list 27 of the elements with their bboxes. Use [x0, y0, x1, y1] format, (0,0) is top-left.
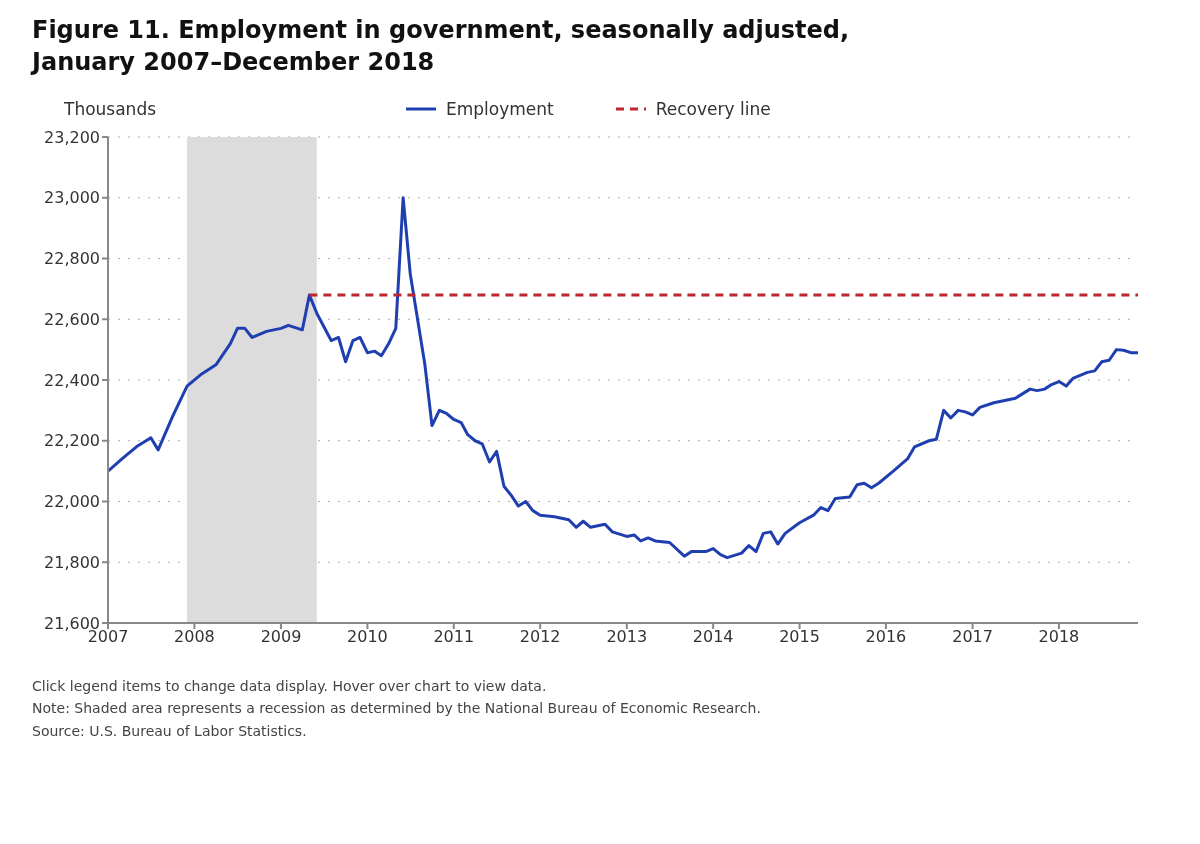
x-tick-label: 2009 [260, 627, 302, 647]
y-tick-label: 22,000 [44, 491, 100, 511]
x-tick-label: 2008 [174, 627, 215, 647]
y-tick-label: 22,600 [44, 309, 100, 329]
y-tick-label: 22,200 [44, 431, 100, 451]
y-tick-label: 23,200 [44, 127, 100, 147]
x-tick-label: 2013 [606, 627, 648, 647]
x-tick-label: 2012 [519, 627, 561, 647]
x-tick-label: 2010 [347, 627, 388, 647]
text: Click legend items to change data display. Hover over chart to view data. [32, 676, 548, 696]
y-tick-label: 23,000 [44, 188, 100, 208]
x-tick-label: 2011 [433, 627, 475, 647]
y-tick-label: 22,400 [44, 370, 100, 390]
legend-label: Recovery line [655, 98, 771, 119]
y-axis-title: Thousands [64, 98, 158, 119]
x-tick-label: 2014 [692, 627, 734, 647]
line-series [108, 196, 1138, 559]
chart-title: Figure 11. Employment in government, seasonally adjusted, January 2007–December 2018 [32, 15, 851, 79]
x-tick-label: 2016 [865, 627, 907, 647]
x-tick-label: 2018 [1038, 627, 1080, 647]
text: Note: Shaded area represents a recession as determined by the National Bureau of Economic Research. [32, 699, 762, 719]
y-tick-label: 21,800 [44, 552, 100, 572]
x-tick-label: 2015 [779, 627, 820, 647]
y-tick-label: 22,800 [44, 248, 100, 268]
source-note: Source: U.S. Bureau of Labor Statistics. [32, 721, 308, 741]
x-tick-label: 2017 [952, 627, 993, 647]
legend-label: Employment [446, 98, 554, 119]
